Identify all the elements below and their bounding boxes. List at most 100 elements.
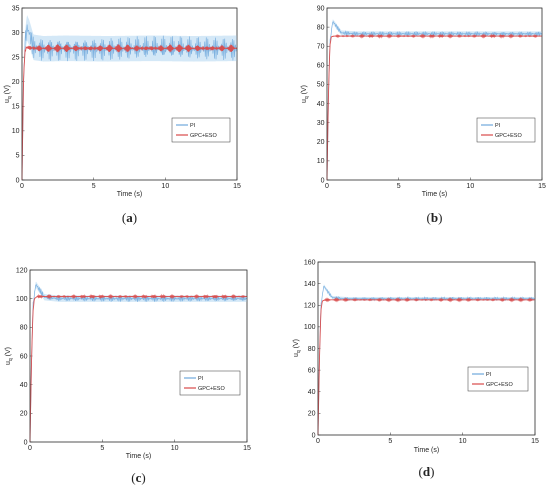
legend-label-gpc-d: GPC+ESO: [486, 382, 513, 388]
series-line-pi: [326, 21, 543, 181]
x-tick-label: 10: [466, 183, 474, 190]
y-tick-label: 120: [304, 303, 316, 310]
y-tick-label: 80: [20, 325, 28, 332]
y-tick-label: 60: [308, 367, 316, 374]
x-tick-label: 5: [397, 183, 401, 190]
panel-caption-d: (d): [419, 464, 435, 479]
legend-label-pi-d: PI: [486, 372, 492, 378]
plot-marks-c: 0 5 10 15 0 20 40 60 80 100 120: [16, 267, 251, 452]
legend-box-b: [476, 117, 536, 143]
legend-box-a: [171, 117, 231, 143]
y-tick-label: 30: [317, 120, 325, 127]
y-tick-label: 60: [20, 353, 28, 360]
x-axis-label-c: Time (s): [126, 453, 151, 460]
legend-c: PI GPC+ESO: [179, 370, 241, 396]
x-tick-label: 15: [243, 445, 251, 452]
y-tick-label: 60: [317, 63, 325, 70]
x-tick-label: 15: [538, 183, 546, 190]
panel-caption-c: (c): [131, 470, 145, 485]
y-tick-label: 70: [317, 44, 325, 51]
panel-b: 0 5 10 15 0 10 20 30 40 50 60 70 80 90 Time (s) uq (V…: [301, 5, 546, 225]
y-tick-label: 90: [317, 5, 325, 12]
y-tick-label: 5: [16, 153, 20, 160]
plot-frame: [21, 7, 238, 181]
legend-d: PI GPC+ESO: [467, 366, 529, 392]
plot-area-d: [317, 261, 536, 436]
series-line-pi: [29, 283, 248, 443]
y-tick-label: 20: [20, 411, 28, 418]
plot-area-a: [21, 7, 238, 181]
y-axis-label-b: uq (V): [301, 85, 310, 103]
series-line-gpc-eso: [317, 297, 536, 436]
y-axis-label-a: uq (V): [4, 85, 13, 103]
legend-label-gpc-b: GPC+ESO: [495, 133, 522, 139]
x-tick-label: 0: [28, 445, 32, 452]
plot-frame: [29, 269, 248, 443]
series-band-pi: [22, 15, 237, 180]
y-tick-label: 15: [12, 104, 20, 111]
y-tick-label: 120: [16, 267, 28, 274]
series-line-gpc-eso: [21, 44, 238, 181]
legend-label-pi-a: PI: [190, 123, 196, 129]
y-tick-label: 160: [304, 259, 316, 266]
x-tick-label: 5: [92, 183, 96, 190]
legend-label-gpc-a: GPC+ESO: [190, 133, 217, 139]
series-line-gpc-eso: [29, 293, 248, 443]
y-tick-label: 0: [16, 177, 20, 184]
y-tick-label: 0: [321, 177, 325, 184]
y-tick-label: 35: [12, 5, 20, 12]
x-tick-label: 5: [100, 445, 104, 452]
x-tick-label: 0: [316, 438, 320, 445]
y-tick-label: 50: [317, 82, 325, 89]
x-axis-label-d: Time (s): [414, 447, 439, 454]
x-tick-label: 15: [531, 438, 539, 445]
y-tick-label: 0: [312, 432, 316, 439]
plot-marks-b: 0 5 10 15 0 10 20 30 40 50 60 70 80 90: [317, 5, 546, 190]
x-tick-label: 0: [325, 183, 329, 190]
x-axis-label-b: Time (s): [422, 191, 447, 198]
legend-box-d: [467, 366, 529, 392]
x-tick-label: 0: [20, 183, 24, 190]
plot-frame: [317, 261, 536, 436]
panel-caption-b: (b): [427, 210, 443, 225]
y-tick-label: 20: [12, 79, 20, 86]
legend-a: PI GPC+ESO: [171, 117, 231, 143]
plot-frame: [326, 7, 543, 181]
y-axis-label-c: uq (V): [5, 347, 14, 365]
legend-b: PI GPC+ESO: [476, 117, 536, 143]
y-tick-label: 40: [20, 382, 28, 389]
x-tick-label: 10: [459, 438, 467, 445]
x-tick-label: 15: [233, 183, 241, 190]
x-axis-label-a: Time (s): [117, 191, 142, 198]
y-tick-label: 10: [317, 158, 325, 165]
panel-c: 0 5 10 15 0 20 40 60 80 100 120 Time (s) uq (V) (c…: [5, 267, 251, 485]
x-tick-label: 10: [171, 445, 179, 452]
y-tick-label: 25: [12, 54, 20, 61]
legend-box-c: [179, 370, 241, 396]
y-tick-label: 40: [317, 101, 325, 108]
y-tick-label: 20: [317, 139, 325, 146]
y-tick-label: 0: [24, 439, 28, 446]
x-tick-label: 5: [388, 438, 392, 445]
y-tick-label: 80: [308, 346, 316, 353]
legend-label-pi-b: PI: [495, 123, 501, 129]
series-line-gpc-eso: [326, 33, 543, 181]
y-tick-label: 40: [308, 389, 316, 396]
y-tick-label: 10: [12, 128, 20, 135]
y-tick-label: 100: [304, 324, 316, 331]
plot-marks-d: 0 5 10 15 0 20 40 60 80 100 120 140 160: [304, 259, 539, 445]
plot-marks-a: 0 5 10 15 0 5 10 15 20 25 30 35: [12, 5, 241, 190]
y-axis-label-d: uq (V): [293, 339, 302, 357]
x-tick-label: 10: [161, 183, 169, 190]
legend-label-pi-c: PI: [198, 376, 204, 382]
y-tick-label: 140: [304, 281, 316, 288]
y-tick-label: 30: [12, 30, 20, 37]
y-tick-label: 80: [317, 24, 325, 31]
y-tick-label: 100: [16, 296, 28, 303]
y-tick-label: 20: [308, 411, 316, 418]
panel-a: 0 5 10 15 0 5 10 15 20 25 30 35 Time (s) uq (V) (a)…: [4, 5, 241, 225]
panel-d: 0 5 10 15 0 20 40 60 80 100 120 140 160 Time (s) uq …: [293, 259, 539, 479]
legend-label-gpc-c: GPC+ESO: [198, 386, 225, 392]
panel-caption-a: (a): [122, 210, 137, 225]
